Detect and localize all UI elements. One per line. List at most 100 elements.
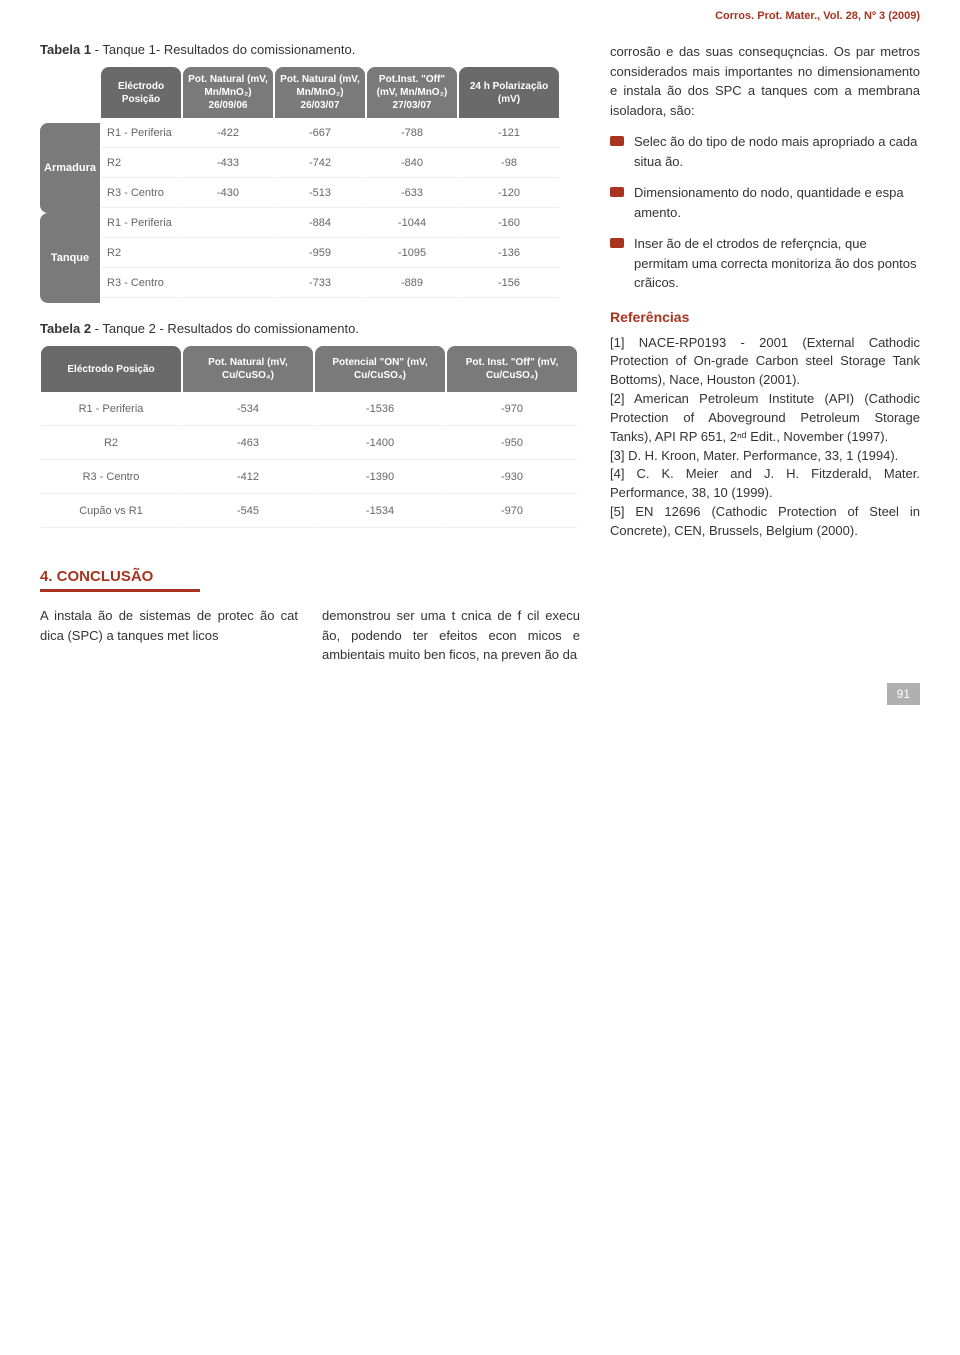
journal-citation: Corros. Prot. Mater., Vol. 28, Nº 3 (200… <box>0 0 960 42</box>
table-cell: -160 <box>459 208 559 238</box>
sidebar-intro: corrosão e das suas consequçncias. Os pa… <box>610 42 920 120</box>
table-cell: -422 <box>183 118 273 148</box>
table-cell: R1 - Periferia <box>101 118 181 148</box>
table-cell: -970 <box>447 494 577 528</box>
table-cell: -156 <box>459 268 559 298</box>
table-cell: -959 <box>275 238 365 268</box>
table-2-header-cell: Eléctrodo Posição <box>41 346 181 392</box>
table-cell: -430 <box>183 178 273 208</box>
table-cell: -545 <box>183 494 313 528</box>
bullet-icon <box>610 136 624 146</box>
table-cell: -970 <box>447 392 577 426</box>
conclusion-underline <box>40 589 200 592</box>
references-heading: Referências <box>610 307 920 328</box>
table-cell: -633 <box>367 178 457 208</box>
table-1-header-cell: Pot. Natural (mV, Mn/MnO₂) 26/03/07 <box>275 67 365 118</box>
list-item: Dimensionamento do nodo, quantidade e es… <box>610 183 920 222</box>
table-row: R3 - Centro -733-889-156 <box>100 268 580 298</box>
table-cell: R3 - Centro <box>101 268 181 298</box>
reference-item: [3] D. H. Kroon, Mater. Performance, 33,… <box>610 447 920 466</box>
table-cell: Cupão vs R1 <box>41 494 181 528</box>
table-cell: -433 <box>183 148 273 178</box>
table-cell <box>183 208 273 238</box>
table-cell: -1390 <box>315 460 445 494</box>
table-cell: -884 <box>275 208 365 238</box>
table-2-caption-rest: - Tanque 2 - Resultados do comissionamen… <box>91 321 359 336</box>
reference-item: [5] EN 12696 (Cathodic Protection of Ste… <box>610 503 920 541</box>
table-row: R2-433-742-840-98 <box>100 148 580 178</box>
table-row: R1 - Periferia -884-1044-160 <box>100 208 580 238</box>
table-cell: -1534 <box>315 494 445 528</box>
table-1-group-armadura: Armadura <box>40 123 100 213</box>
list-item: Inser ão de el ctrodos de referçncia, qu… <box>610 234 920 293</box>
bullet-text: Inser ão de el ctrodos de referçncia, qu… <box>634 234 920 293</box>
table-cell: -513 <box>275 178 365 208</box>
table-2-header-cell: Potencial "ON" (mV, Cu/CuSO₄) <box>315 346 445 392</box>
table-2-caption: Tabela 2 - Tanque 2 - Resultados do comi… <box>40 321 580 336</box>
table-cell: -930 <box>447 460 577 494</box>
list-item: Selec ão do tipo de nodo mais apropriado… <box>610 132 920 171</box>
table-cell: -840 <box>367 148 457 178</box>
table-cell: -121 <box>459 118 559 148</box>
table-cell: -136 <box>459 238 559 268</box>
table-1-header-cell: Pot. Natural (mV, Mn/MnO₂) 26/09/06 <box>183 67 273 118</box>
reference-item: [1] NACE-RP0193 - 2001 (External Cathodi… <box>610 334 920 391</box>
table-row: R2-463-1400-950 <box>40 426 580 460</box>
bullet-icon <box>610 238 624 248</box>
table-1-caption-rest: - Tanque 1- Resultados do comissionament… <box>91 42 355 57</box>
table-cell: R2 <box>101 148 181 178</box>
page-number: 91 <box>887 683 920 705</box>
table-1-wrapper: Tabela 1 - Tanque 1- Resultados do comis… <box>40 42 580 303</box>
table-2-header-cell: Pot. Natural (mV, Cu/CuSO₄) <box>183 346 313 392</box>
table-cell: -1536 <box>315 392 445 426</box>
table-2-header-cell: Pot. Inst. "Off" (mV, Cu/CuSO₄) <box>447 346 577 392</box>
table-row: R3 - Centro-412-1390-930 <box>40 460 580 494</box>
right-column: corrosão e das suas consequçncias. Os pa… <box>610 42 920 665</box>
table-1-caption-bold: Tabela 1 <box>40 42 91 57</box>
conclusion-text-left: A instala ão de sistemas de protec ão ca… <box>40 606 298 665</box>
table-1-header-row: Eléctrodo Posição Pot. Natural (mV, Mn/M… <box>100 67 580 118</box>
bullet-icon <box>610 187 624 197</box>
table-2-caption-bold: Tabela 2 <box>40 321 91 336</box>
table-1-header-cell: Eléctrodo Posição <box>101 67 181 118</box>
table-cell: -742 <box>275 148 365 178</box>
left-column: Tabela 1 - Tanque 1- Resultados do comis… <box>40 42 580 665</box>
table-cell: -120 <box>459 178 559 208</box>
table-cell: -950 <box>447 426 577 460</box>
table-1-group-tanque: Tanque <box>40 213 100 303</box>
table-cell: R3 - Centro <box>101 178 181 208</box>
table-row: Cupão vs R1-545-1534-970 <box>40 494 580 528</box>
table-cell: -412 <box>183 460 313 494</box>
table-row: R2-959-1095-136 <box>100 238 580 268</box>
table-cell: -534 <box>183 392 313 426</box>
sidebar-bullets: Selec ão do tipo de nodo mais apropriado… <box>610 132 920 293</box>
table-cell: R1 - Periferia <box>41 392 181 426</box>
table-cell: -1400 <box>315 426 445 460</box>
table-1-header-cell: 24 h Polarização (mV) <box>459 67 559 118</box>
table-1-caption: Tabela 1 - Tanque 1- Resultados do comis… <box>40 42 580 57</box>
conclusion-text-right: demonstrou ser uma t cnica de f cil exec… <box>322 606 580 665</box>
table-cell: R1 - Periferia <box>101 208 181 238</box>
reference-item: [4] C. K. Meier and J. H. Fitzderald, Ma… <box>610 465 920 503</box>
references-list: [1] NACE-RP0193 - 2001 (External Cathodi… <box>610 334 920 541</box>
table-cell: R2 <box>101 238 181 268</box>
table-cell: R3 - Centro <box>41 460 181 494</box>
table-cell: -889 <box>367 268 457 298</box>
table-1-header-cell: Pot.Inst. "Off" (mV, Mn/MnO₂) 27/03/07 <box>367 67 457 118</box>
table-2-header-row: Eléctrodo Posição Pot. Natural (mV, Cu/C… <box>40 346 580 392</box>
bullet-text: Dimensionamento do nodo, quantidade e es… <box>634 183 920 222</box>
table-cell: -98 <box>459 148 559 178</box>
table-cell: -733 <box>275 268 365 298</box>
table-cell <box>183 238 273 268</box>
table-cell: -667 <box>275 118 365 148</box>
table-cell: -788 <box>367 118 457 148</box>
table-cell <box>183 268 273 298</box>
table-cell: -1044 <box>367 208 457 238</box>
table-row: R3 - Centro-430-513-633-120 <box>100 178 580 208</box>
table-cell: R2 <box>41 426 181 460</box>
bullet-text: Selec ão do tipo de nodo mais apropriado… <box>634 132 920 171</box>
table-row: R1 - Periferia-422-667-788-121 <box>100 118 580 148</box>
reference-item: [2] American Petroleum Institute (API) (… <box>610 390 920 447</box>
table-2: Eléctrodo Posição Pot. Natural (mV, Cu/C… <box>40 346 580 528</box>
conclusion-heading: 4. CONCLUSÃO <box>40 568 580 585</box>
